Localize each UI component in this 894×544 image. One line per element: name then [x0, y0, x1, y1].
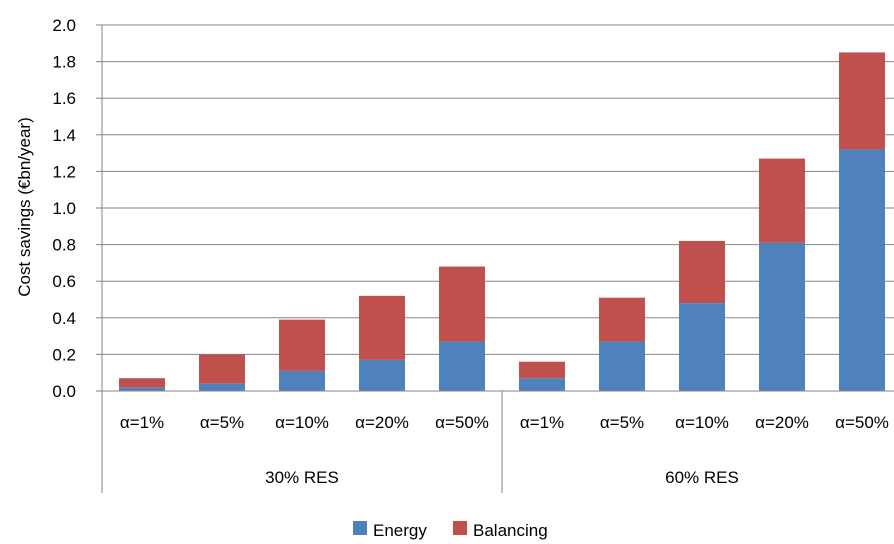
- bar-balancing-0-3: [359, 295, 405, 360]
- x-category-label: α=10%: [675, 413, 729, 432]
- y-tick-label: 0.4: [52, 309, 76, 328]
- y-tick-label: 1.8: [52, 53, 76, 72]
- x-category-label: α=10%: [275, 413, 329, 432]
- y-tick-label: 0.8: [52, 236, 76, 255]
- bars: [119, 52, 885, 391]
- legend: Energy Balancing: [353, 521, 548, 540]
- bar-energy-0-2: [279, 370, 325, 391]
- bar-balancing-1-0: [519, 361, 565, 379]
- x-category-label: α=1%: [520, 413, 564, 432]
- legend-swatch-energy: [353, 521, 367, 535]
- bar-balancing-1-4: [839, 52, 885, 150]
- bar-balancing-0-1: [199, 354, 245, 384]
- legend-label-energy: Energy: [373, 521, 427, 540]
- x-category-label: α=50%: [435, 413, 489, 432]
- bar-balancing-1-1: [599, 297, 645, 342]
- bar-energy-0-4: [439, 341, 485, 391]
- bar-balancing-1-3: [759, 158, 805, 243]
- bar-balancing-0-2: [279, 319, 325, 371]
- x-group-label: 30% RES: [265, 468, 339, 487]
- x-category-label: α=20%: [355, 413, 409, 432]
- y-tick-label: 0.6: [52, 272, 76, 291]
- x-category-label: α=1%: [120, 413, 164, 432]
- bar-balancing-0-0: [119, 378, 165, 388]
- y-axis-label: Cost savings (€bn/year): [15, 117, 34, 297]
- y-tick-label: 0.2: [52, 345, 76, 364]
- y-tick-label: 1.6: [52, 89, 76, 108]
- y-tick-label: 1.4: [52, 126, 76, 145]
- bar-balancing-1-2: [679, 240, 725, 304]
- y-tick-label: 1.0: [52, 199, 76, 218]
- x-category-label: α=50%: [835, 413, 889, 432]
- bar-energy-1-0: [519, 378, 565, 391]
- bar-energy-1-4: [839, 149, 885, 391]
- x-category-label: α=5%: [600, 413, 644, 432]
- y-tick-labels: 0.0 0.2 0.4 0.6 0.8 1.0 1.2 1.4 1.6 1.8 2.0: [52, 16, 76, 401]
- y-tick-label: 2.0: [52, 16, 76, 35]
- x-category-labels: α=1% α=5% α=10% α=20% α=50% 30% RES α=1% α=5% α=…: [120, 413, 889, 487]
- legend-swatch-balancing: [453, 521, 467, 535]
- bar-energy-0-1: [199, 383, 245, 391]
- bar-energy-0-0: [119, 387, 165, 391]
- bar-energy-1-2: [679, 303, 725, 391]
- gridlines: [102, 24, 894, 355]
- x-category-label: α=5%: [200, 413, 244, 432]
- legend-label-balancing: Balancing: [473, 521, 548, 540]
- y-tick-label: 0.0: [52, 382, 76, 401]
- bar-balancing-0-4: [439, 266, 485, 342]
- x-group-label: 60% RES: [665, 468, 739, 487]
- x-category-label: α=20%: [755, 413, 809, 432]
- bar-energy-0-3: [359, 359, 405, 391]
- y-tick-label: 1.2: [52, 162, 76, 181]
- bar-energy-1-1: [599, 341, 645, 391]
- axes: [96, 24, 894, 493]
- bar-energy-1-3: [759, 242, 805, 391]
